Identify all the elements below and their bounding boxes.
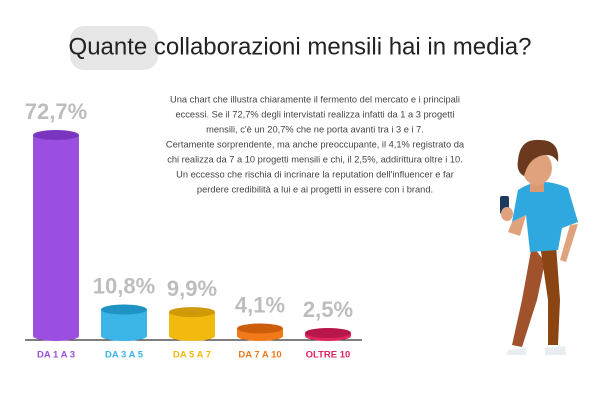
- category-label: OLTRE 10: [306, 350, 351, 361]
- description-line: eccessi. Se il 72,7% degli intervistati …: [175, 109, 454, 119]
- value-label: 9,9%: [167, 276, 217, 301]
- bar: [169, 312, 215, 336]
- bar-cap: [305, 327, 351, 338]
- bar: [33, 135, 79, 336]
- description-line: perdere credibilità a lui e ai progetti …: [197, 184, 433, 194]
- description-line: Un eccesso che rischia di incrinare la r…: [176, 169, 454, 179]
- description-line: Una chart che illustra chiaramente il fe…: [170, 94, 460, 104]
- description-line: Certamente sorprendente, ma anche preocc…: [166, 139, 465, 149]
- person-illustration: [500, 139, 578, 355]
- value-label: 10,8%: [93, 273, 155, 298]
- category-label: DA 3 A 5: [105, 350, 144, 361]
- value-label: 72,7%: [25, 99, 87, 124]
- bar-cap: [169, 307, 215, 318]
- category-label: DA 7 A 10: [238, 350, 281, 361]
- bar-cap: [101, 304, 147, 315]
- category-label: DA 1 A 3: [37, 350, 75, 361]
- chart-title: Quante collaborazioni mensili hai in med…: [69, 33, 532, 60]
- description-line: chi realizza da 7 a 10 progetti mensili …: [167, 154, 463, 164]
- description-line: mensili, c'è un 20,7% che ne porta avant…: [206, 124, 424, 134]
- value-label: 2,5%: [303, 297, 353, 322]
- category-label: DA 5 A 7: [173, 350, 211, 361]
- bar-cap: [33, 130, 79, 140]
- title-highlight: [70, 26, 158, 70]
- bar-cap: [237, 323, 283, 334]
- value-label: 4,1%: [235, 292, 285, 317]
